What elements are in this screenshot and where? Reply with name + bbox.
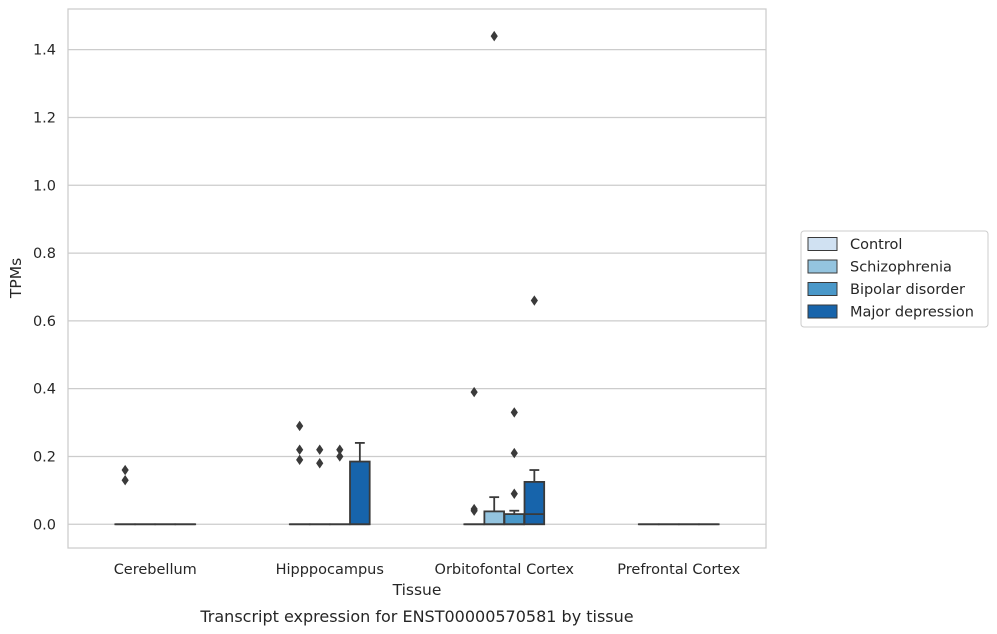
x-tick-label: Hipppocampus	[276, 562, 384, 578]
box-1-3	[349, 442, 371, 526]
box-body	[503, 513, 526, 526]
box-layer	[114, 30, 720, 526]
y-tick-label: 0.8	[33, 246, 56, 262]
y-tick-label: 0.4	[33, 382, 56, 398]
legend-label: Control	[850, 237, 902, 253]
y-tick-label: 0.0	[33, 517, 56, 533]
y-tick-label: 1.2	[33, 110, 56, 126]
legend-swatch	[807, 237, 838, 251]
box-1-0	[288, 420, 311, 526]
x-tick-label: Prefrontal Cortex	[617, 562, 740, 578]
x-tick-label: Orbitofontal Cortex	[435, 562, 575, 578]
box-body	[483, 510, 505, 526]
legend-label: Major depression	[850, 305, 974, 321]
grid-lines	[68, 49, 766, 525]
outlier-point	[336, 444, 344, 455]
y-tick-label: 0.2	[33, 449, 56, 465]
box-2-3	[523, 295, 546, 526]
outlier-point	[316, 458, 324, 469]
legend-swatch	[807, 259, 838, 274]
outlier-point	[296, 454, 304, 466]
box-2-1	[483, 30, 505, 526]
box-body	[523, 480, 546, 526]
y-tick-label: 0.6	[33, 314, 56, 330]
x-tick-label: Cerebellum	[114, 562, 197, 578]
chart-caption: Transcript expression for ENST0000057058…	[199, 607, 633, 626]
legend: Control Schizophrenia Bipolar disorder Majo…	[800, 230, 989, 328]
box-body	[349, 460, 371, 526]
legend-frame	[800, 230, 989, 328]
outlier-point	[316, 444, 324, 455]
outlier-point	[510, 447, 518, 459]
outlier-point	[510, 407, 518, 418]
outlier-point	[121, 475, 129, 486]
legend-label: Bipolar disorder	[850, 282, 965, 298]
outlier-point	[336, 451, 344, 462]
y-tick-label: 1.0	[33, 178, 56, 194]
box-1-2	[329, 444, 351, 526]
outlier-point	[530, 295, 538, 306]
y-tick-labels: 0.0 0.2 0.4 0.6 0.8 1.0 1.2 1.4	[33, 43, 56, 534]
outlier-point	[296, 420, 304, 432]
legend-label: Schizophrenia	[850, 260, 952, 276]
outlier-point	[470, 503, 478, 515]
outlier-point	[470, 386, 478, 398]
outlier-point	[510, 488, 518, 499]
legend-swatch	[807, 304, 838, 319]
outlier-point	[121, 464, 129, 476]
x-axis-label: Tissue	[392, 581, 442, 599]
outlier-point	[490, 30, 498, 42]
box-2-0	[463, 386, 485, 526]
x-tick-labels: Cerebellum Hipppocampus Orbitofontal Corte…	[114, 562, 741, 578]
box-2-2	[503, 407, 526, 526]
legend-swatch	[807, 282, 838, 296]
y-axis-label: TPMs	[7, 258, 25, 299]
outlier-point	[296, 444, 304, 455]
box-0-0	[114, 464, 136, 526]
y-tick-label: 1.4	[33, 43, 56, 59]
plot-frame	[67, 8, 767, 549]
